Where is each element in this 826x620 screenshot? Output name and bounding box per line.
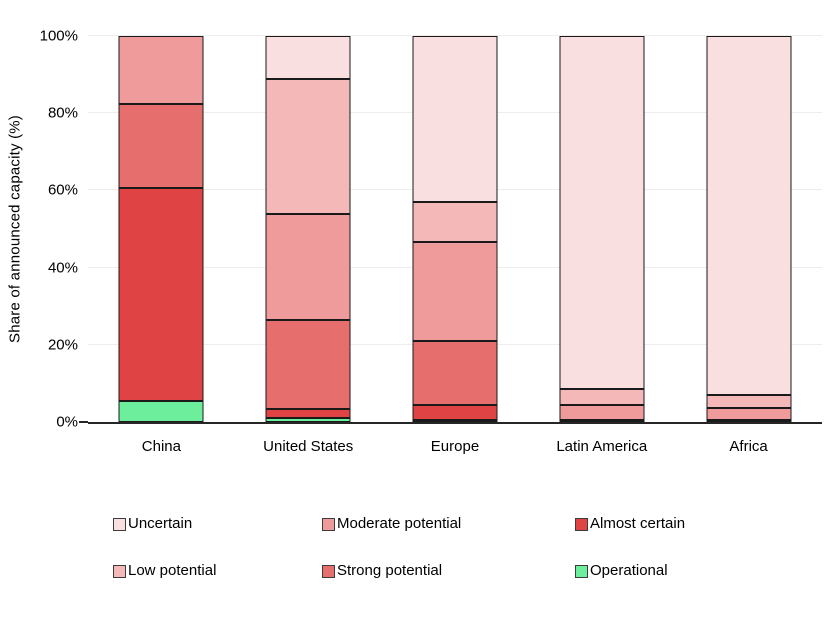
bar-united-states (265, 36, 351, 422)
legend-item-low-potential: Low potential (113, 563, 322, 579)
bar-segment-united-states-uncertain (265, 36, 351, 79)
x-axis-label-africa: Africa (729, 438, 768, 455)
bar-china (118, 36, 204, 422)
legend-label-strong-potential: Strong potential (337, 562, 443, 579)
bar-cell-europe (382, 36, 529, 422)
bar-europe (412, 36, 498, 422)
bar-segment-latin-america-moderate-potential (559, 404, 645, 420)
y-tick-label-40: 40% (47, 259, 78, 277)
bar-segment-africa-low-potential (706, 394, 792, 409)
bar-segment-united-states-almost-certain (265, 408, 351, 419)
x-axis-label-latin-america: Latin America (556, 438, 648, 455)
bar-segment-china-operational (118, 400, 204, 422)
x-axis-label-china: China (141, 438, 181, 455)
legend-label-moderate-potential: Moderate potential (337, 515, 462, 532)
bar-segment-china-moderate-potential (118, 36, 204, 104)
bar-segment-united-states-moderate-potential (265, 213, 351, 320)
bars-container (88, 36, 822, 422)
legend-item-almost-certain: Almost certain (575, 516, 685, 532)
legend-swatch-strong-potential (322, 564, 335, 578)
bar-segment-europe-operational (412, 420, 498, 422)
y-tick-label-80: 80% (47, 104, 78, 122)
legend-label-operational: Operational (590, 562, 668, 579)
x-axis-labels: China United States Europe Latin America Afr… (88, 438, 822, 455)
bar-segment-united-states-strong-potential (265, 319, 351, 409)
bar-segment-china-strong-potential (118, 103, 204, 189)
legend-item-strong-potential: Strong potential (322, 563, 575, 579)
x-axis-label-united-states: United States (263, 438, 354, 455)
bar-segment-europe-moderate-potential (412, 242, 498, 341)
bar-segment-latin-america-low-potential (559, 389, 645, 405)
bar-segment-europe-strong-potential (412, 340, 498, 405)
y-tick-label-20: 20% (47, 336, 78, 354)
bar-segment-latin-america-almost-certain (559, 420, 645, 422)
bar-segment-china-almost-certain (118, 188, 204, 401)
gridline-100 (88, 35, 822, 36)
bar-cell-africa (675, 36, 822, 422)
bar-segment-africa-moderate-potential (706, 408, 792, 420)
bar-segment-africa-uncertain (706, 36, 792, 395)
y-tick-label-100: 100% (39, 27, 78, 45)
legend-item-operational: Operational (575, 563, 685, 579)
legend-swatch-low-potential (113, 564, 126, 578)
legend-swatch-uncertain (113, 517, 126, 531)
bar-segment-united-states-low-potential (265, 78, 351, 214)
bar-latin-america (559, 36, 645, 422)
bar-segment-europe-uncertain (412, 36, 498, 202)
y-axis-tick-labels: 0% 20% 40% 60% 80% 100% (0, 29, 78, 430)
bar-segment-europe-almost-certain (412, 404, 498, 420)
legend-item-moderate-potential: Moderate potential (322, 516, 575, 532)
y-tick-label-0: 0% (56, 413, 78, 431)
legend: Uncertain Moderate potential Almost certai… (113, 516, 685, 579)
legend-swatch-almost-certain (575, 517, 588, 531)
y-tick-label-60: 60% (47, 181, 78, 199)
bar-africa (706, 36, 792, 422)
bar-segment-united-states-operational (265, 418, 351, 422)
bar-cell-united-states (235, 36, 382, 422)
legend-item-uncertain: Uncertain (113, 516, 322, 532)
bar-segment-latin-america-uncertain (559, 36, 645, 390)
plot-area (88, 35, 822, 424)
legend-label-uncertain: Uncertain (128, 515, 193, 532)
x-axis-label-europe: Europe (430, 438, 480, 455)
legend-swatch-moderate-potential (322, 517, 335, 531)
bar-cell-china (88, 36, 235, 422)
y-axis-zero-tick (79, 421, 88, 423)
legend-label-low-potential: Low potential (128, 562, 217, 579)
legend-swatch-operational (575, 564, 588, 578)
legend-label-almost-certain: Almost certain (590, 515, 686, 532)
bar-cell-latin-america (528, 36, 675, 422)
bar-segment-europe-low-potential (412, 201, 498, 243)
bar-segment-africa-almost-certain (706, 420, 792, 422)
